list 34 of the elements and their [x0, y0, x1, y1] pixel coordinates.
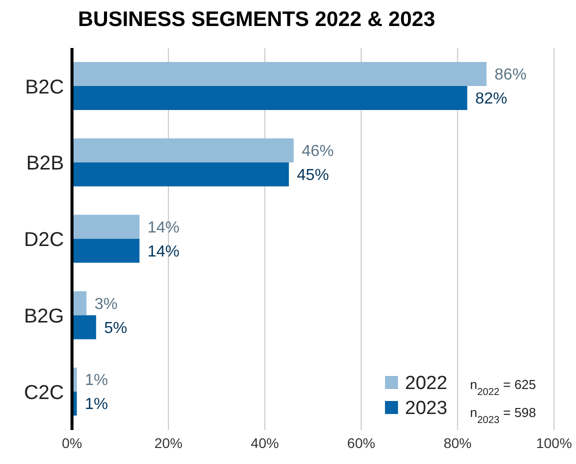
y-tick-label: C2C [24, 382, 64, 404]
x-tick-label: 80% [444, 434, 472, 451]
x-tick-label: 100% [536, 434, 572, 451]
annotation: n$_{2023}$ = 598 [470, 405, 536, 426]
x-tick-label: 20% [154, 434, 182, 451]
y-tick-label: B2B [26, 152, 64, 175]
data-label: 5% [104, 320, 128, 337]
bar [72, 62, 487, 86]
data-label: 86% [494, 66, 527, 84]
data-label: 45% [296, 167, 329, 184]
data-label: 14% [147, 243, 180, 260]
bar [72, 291, 86, 316]
chart-title: BUSINESS SEGMENTS 2022 & 2023 [78, 8, 436, 32]
y-tick-label: B2C [25, 76, 64, 98]
data-label: 1% [84, 372, 108, 390]
legend-label: 2023 [405, 398, 448, 419]
data-label: 46% [302, 143, 334, 160]
y-tick-label: B2G [24, 306, 64, 328]
data-label: 82% [475, 90, 508, 108]
data-label: 3% [94, 296, 118, 313]
data-label: 14% [147, 219, 180, 236]
bar [72, 214, 140, 239]
y-tick-label: D2C [24, 229, 64, 252]
bar [72, 238, 140, 263]
bar [72, 315, 96, 340]
bar [72, 86, 468, 110]
data-label: 1% [84, 396, 108, 414]
x-tick-label: 40% [250, 434, 279, 451]
bar [72, 162, 289, 186]
x-tick-label: 0% [62, 434, 82, 451]
bar [72, 138, 294, 162]
x-tick-label: 60% [347, 434, 376, 451]
annotation: n$_{2022}$ = 625 [470, 377, 536, 398]
legend-label: 2022 [405, 373, 448, 394]
